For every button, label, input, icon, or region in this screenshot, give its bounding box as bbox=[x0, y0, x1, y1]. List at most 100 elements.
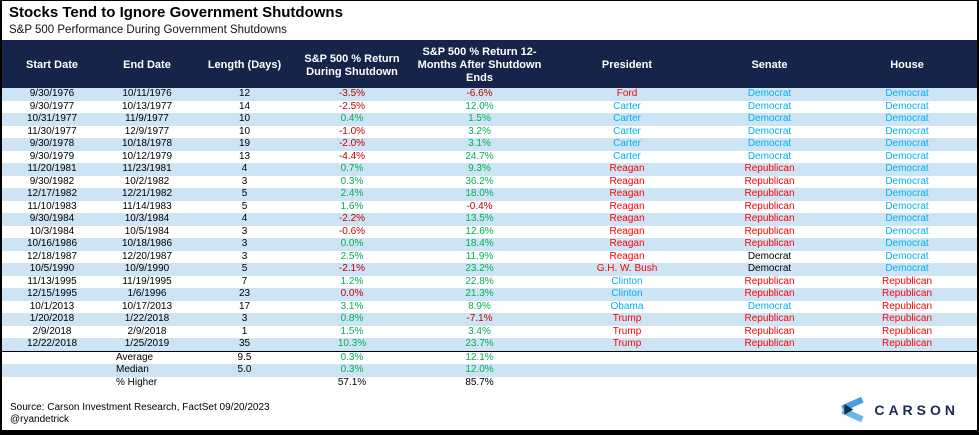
table-row: 10/16/1986 10/18/1986 3 0.0% 18.4% Reagan Repu… bbox=[2, 238, 977, 251]
cell-start-date: 12/22/2018 bbox=[26, 338, 78, 349]
cell-house: Republican bbox=[881, 338, 933, 349]
cell-start-date: 10/1/2013 bbox=[29, 300, 75, 312]
cell-start-date: 11/30/1977 bbox=[27, 125, 77, 137]
table-row: 12/17/1982 12/21/1982 5 2.4% 18.0% Reagan Repu… bbox=[2, 188, 977, 201]
cell-president: Reagan bbox=[609, 225, 645, 237]
table-row: 10/3/1984 10/5/1984 3 -0.6% 12.6% Reagan Repub… bbox=[2, 226, 977, 239]
summary-row: % Higher 57.1% 85.7% bbox=[2, 377, 977, 390]
carson-logo: CARSON bbox=[838, 396, 959, 423]
table-row: 11/13/1995 11/19/1995 7 1.2% 22.8% Clinton Rep… bbox=[2, 276, 977, 289]
cell-end-date: 10/11/1976 bbox=[122, 88, 172, 99]
cell-return-during: 57.1% bbox=[337, 376, 367, 388]
cell-length: 35 bbox=[238, 338, 251, 349]
summary-row: Average 9.5 0.3% 12.1% bbox=[2, 350, 977, 364]
cell-return-after: 11.9% bbox=[465, 250, 494, 262]
cell-return-during: 1.2% bbox=[340, 275, 364, 287]
cell-length: 4 bbox=[241, 213, 248, 224]
cell-length: 3 bbox=[241, 175, 248, 187]
cell-end-date: 10/9/1990 bbox=[124, 263, 170, 274]
cell-return-during: -2.2% bbox=[338, 213, 366, 224]
cell-empty bbox=[702, 377, 837, 390]
cell-senate: Republican bbox=[744, 200, 795, 212]
cell-senate: Republican bbox=[744, 313, 795, 324]
cell-house: Democrat bbox=[885, 250, 929, 262]
cell-length: 5.0 bbox=[237, 364, 252, 375]
cell-return-after: 12.0% bbox=[465, 364, 494, 375]
cell-start-date: 9/30/1976 bbox=[29, 88, 75, 99]
cell-end-date: 10/18/1986 bbox=[121, 238, 173, 249]
column-header: Start Date bbox=[2, 43, 102, 88]
cell-end-date: 2/9/2018 bbox=[127, 325, 167, 337]
page-title: Stocks Tend to Ignore Government Shutdow… bbox=[9, 4, 343, 21]
cell-length: 5 bbox=[241, 200, 248, 212]
column-header: End Date bbox=[102, 43, 192, 88]
cell-senate: Democrat bbox=[747, 125, 792, 137]
cell-end-date: 10/17/2013 bbox=[121, 300, 173, 312]
source-line: Source: Carson Investment Research, Fact… bbox=[10, 402, 270, 413]
cell-return-after: -0.4% bbox=[466, 200, 493, 212]
cell-return-after: 9.3% bbox=[468, 163, 491, 174]
cell-end-date: 10/13/1977 bbox=[121, 100, 173, 112]
cell-house: Republican bbox=[881, 288, 933, 299]
cell-empty bbox=[552, 364, 702, 377]
table-row: 11/20/1981 11/23/1981 4 0.7% 9.3% Reagan Repub… bbox=[2, 163, 977, 176]
cell-president: Reagan bbox=[609, 238, 645, 249]
cell-return-during: -2.5% bbox=[338, 100, 366, 112]
cell-end-date: 11/23/1981 bbox=[122, 163, 172, 174]
cell-return-after: -6.6% bbox=[466, 88, 493, 99]
table-row: 9/30/1977 10/13/1977 14 -2.5% 12.0% Carter Dem… bbox=[2, 101, 977, 114]
cell-house: Democrat bbox=[885, 188, 929, 199]
cell-return-after: 12.0% bbox=[465, 100, 494, 112]
cell-president: Carter bbox=[613, 113, 641, 124]
cell-president: Reagan bbox=[609, 213, 645, 224]
divider-rule bbox=[2, 40, 977, 43]
cell-start-date: 9/30/1977 bbox=[29, 100, 75, 112]
cell-return-during: 0.3% bbox=[297, 350, 407, 364]
cell-president: Reagan bbox=[609, 175, 645, 187]
table-row: 11/10/1983 11/14/1983 5 1.6% -0.4% Reagan Repu… bbox=[2, 201, 977, 214]
cell-length: 19 bbox=[238, 138, 251, 149]
table-row: 9/30/1979 10/12/1979 13 -4.4% 24.7% Carter Dem… bbox=[2, 151, 977, 164]
cell-house: Republican bbox=[881, 275, 933, 287]
cell-return-after: 85.7% bbox=[465, 376, 494, 388]
cell-return-after: 3.4% bbox=[468, 325, 491, 337]
cell-start-date: 12/17/1982 bbox=[26, 188, 78, 199]
cell-start-date: 11/13/1995 bbox=[27, 275, 77, 287]
column-header: S&P 500 % Return 12-Months After Shutdow… bbox=[407, 43, 552, 88]
cell-end-date: 1/6/1996 bbox=[127, 288, 167, 299]
cell-length: 1 bbox=[241, 325, 248, 337]
cell-return-during: 0.3% bbox=[340, 364, 364, 375]
cell-president: Clinton bbox=[611, 275, 643, 287]
cell-return-after: 13.5% bbox=[465, 213, 494, 224]
carson-logo-text: CARSON bbox=[874, 401, 959, 418]
cell-house: Democrat bbox=[885, 163, 929, 174]
summary-row: Median 5.0 0.3% 12.0% bbox=[2, 364, 977, 377]
cell-start-date: 10/31/1977 bbox=[26, 113, 78, 124]
cell-start-date: 1/20/2018 bbox=[29, 313, 75, 324]
cell-return-after: 23.2% bbox=[465, 263, 494, 274]
table-row: 9/30/1976 10/11/1976 12 -3.5% -6.6% Ford Democ… bbox=[2, 88, 977, 101]
cell-empty bbox=[2, 364, 102, 377]
cell-house: Democrat bbox=[885, 150, 929, 162]
table-row: 10/1/2013 10/17/2013 17 3.1% 8.9% Obama Democr… bbox=[2, 301, 977, 314]
cell-return-during: 1.5% bbox=[340, 325, 364, 337]
cell-start-date: 11/10/1983 bbox=[27, 200, 77, 212]
cell-house: Democrat bbox=[885, 88, 929, 99]
cell-senate: Democrat bbox=[747, 100, 792, 112]
cell-senate: Democrat bbox=[747, 113, 792, 124]
cell-return-after: 18.4% bbox=[465, 238, 494, 249]
cell-end-date: 11/14/1983 bbox=[122, 200, 172, 212]
cell-return-during: 0.4% bbox=[340, 113, 364, 124]
cell-empty bbox=[702, 350, 837, 364]
cell-senate: Democrat bbox=[747, 150, 792, 162]
cell-length: 3 bbox=[241, 313, 248, 324]
cell-start-date: 2/9/2018 bbox=[32, 325, 72, 337]
table-row: 11/30/1977 12/9/1977 10 -1.0% 3.2% Carter Demo… bbox=[2, 126, 977, 139]
cell-summary-label: Average bbox=[102, 350, 192, 364]
cell-president: Trump bbox=[612, 338, 642, 349]
cell-return-after: -7.1% bbox=[466, 313, 493, 324]
cell-house: Republican bbox=[881, 313, 933, 324]
cell-length: 10 bbox=[238, 125, 251, 137]
cell-empty bbox=[837, 377, 977, 390]
cell-return-during: -2.0% bbox=[338, 138, 366, 149]
